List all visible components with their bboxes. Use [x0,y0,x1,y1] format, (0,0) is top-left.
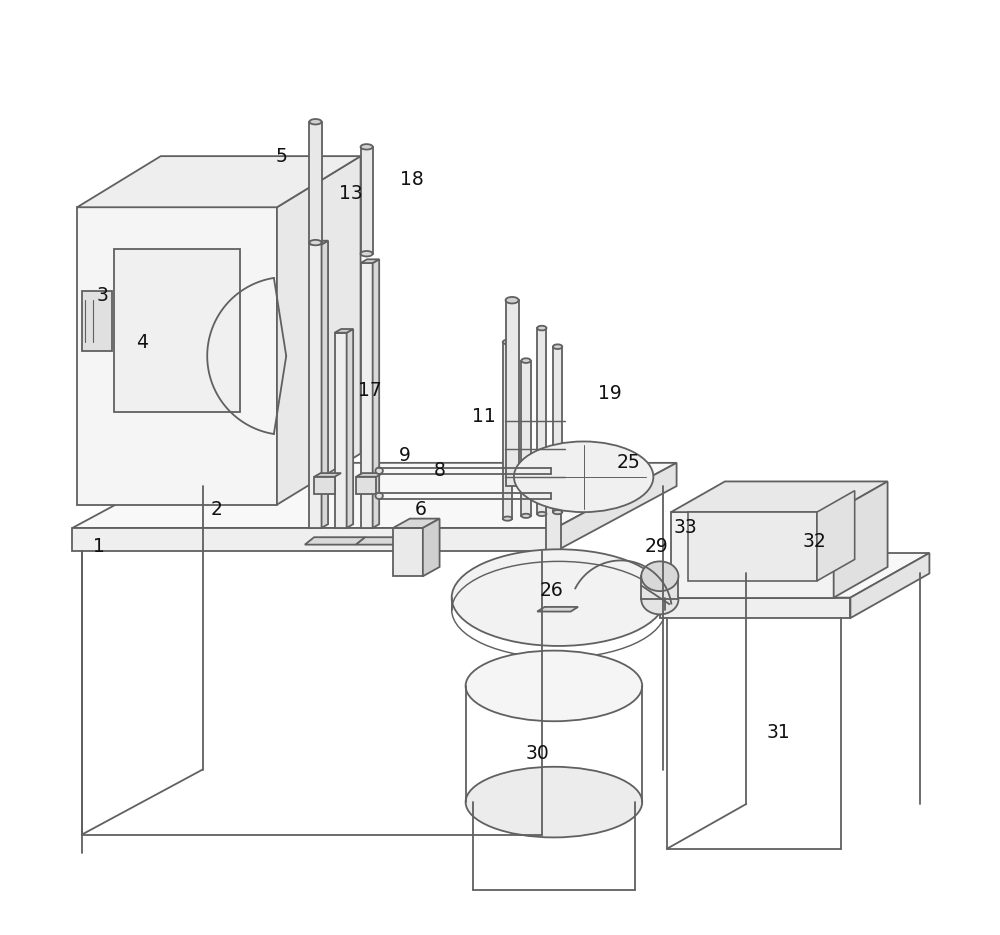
Text: 9: 9 [399,446,411,465]
Polygon shape [671,482,888,512]
Ellipse shape [553,344,562,349]
Polygon shape [556,463,677,551]
Polygon shape [553,347,562,512]
Polygon shape [361,259,379,263]
Polygon shape [373,259,379,528]
Text: 33: 33 [674,518,698,538]
Polygon shape [356,538,416,545]
Text: 29: 29 [644,537,668,556]
Polygon shape [309,240,328,244]
Polygon shape [82,291,112,352]
Ellipse shape [361,144,373,150]
Ellipse shape [641,561,678,591]
Text: 31: 31 [767,723,791,741]
Text: 5: 5 [276,147,288,165]
Polygon shape [347,329,353,528]
Polygon shape [834,482,888,597]
Polygon shape [361,147,373,253]
Text: 17: 17 [358,381,382,400]
Ellipse shape [466,767,642,838]
Polygon shape [537,328,546,514]
Polygon shape [521,361,531,516]
Polygon shape [688,512,817,581]
Text: 18: 18 [400,170,424,189]
Polygon shape [641,576,678,599]
Ellipse shape [309,119,322,124]
Polygon shape [393,528,423,576]
Polygon shape [322,240,328,528]
Ellipse shape [503,516,512,521]
Ellipse shape [537,325,546,330]
Ellipse shape [466,651,642,721]
Polygon shape [546,472,561,593]
Polygon shape [506,300,519,486]
Ellipse shape [503,339,512,344]
Ellipse shape [514,441,653,512]
Text: 11: 11 [472,407,496,425]
Polygon shape [114,249,240,411]
Ellipse shape [641,584,678,614]
Ellipse shape [553,510,562,514]
Polygon shape [660,597,850,618]
Polygon shape [77,156,361,208]
Ellipse shape [521,513,531,518]
Polygon shape [72,528,556,551]
Polygon shape [850,553,929,618]
Polygon shape [314,473,341,477]
Ellipse shape [506,297,519,304]
Polygon shape [423,519,440,576]
Polygon shape [361,263,373,528]
Polygon shape [305,538,365,545]
Polygon shape [335,333,347,528]
Polygon shape [356,477,376,494]
Text: 19: 19 [598,383,622,403]
Polygon shape [817,491,855,581]
Ellipse shape [375,493,383,499]
Ellipse shape [546,468,561,476]
Text: 1: 1 [93,537,104,556]
Text: 3: 3 [96,286,108,305]
Text: 4: 4 [136,333,148,352]
Text: 26: 26 [539,581,563,599]
Polygon shape [671,512,834,597]
Ellipse shape [375,468,383,474]
Text: 30: 30 [525,744,549,763]
Polygon shape [72,463,677,528]
Ellipse shape [537,511,546,516]
Ellipse shape [361,251,373,256]
Text: 13: 13 [339,184,363,203]
Text: 2: 2 [211,500,222,519]
Polygon shape [309,244,322,528]
Text: 6: 6 [415,500,427,519]
Polygon shape [660,553,929,597]
Polygon shape [335,329,353,333]
Polygon shape [277,156,361,505]
Text: 8: 8 [434,461,446,480]
Polygon shape [393,519,440,528]
Ellipse shape [452,549,665,646]
Polygon shape [314,477,335,494]
Text: 32: 32 [802,532,826,552]
Polygon shape [77,208,277,505]
Polygon shape [503,342,512,519]
Polygon shape [356,473,383,477]
Text: 25: 25 [616,453,640,472]
Polygon shape [309,122,322,242]
Polygon shape [537,607,578,611]
Ellipse shape [309,240,322,245]
Ellipse shape [521,358,531,363]
